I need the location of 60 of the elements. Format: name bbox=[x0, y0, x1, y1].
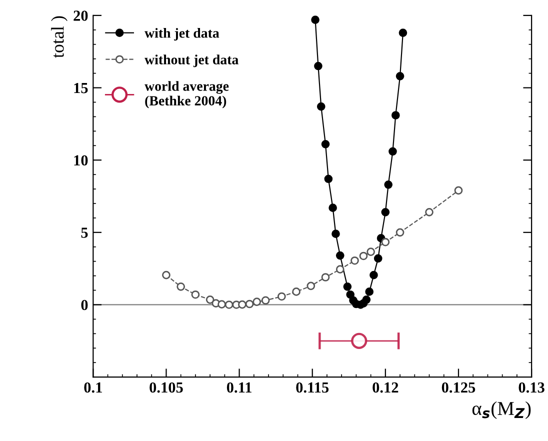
point bbox=[278, 292, 286, 301]
y-tick-label: 15 bbox=[74, 82, 88, 94]
y-tick-label: 10 bbox=[74, 155, 88, 166]
point bbox=[292, 288, 300, 296]
point bbox=[374, 254, 382, 263]
point bbox=[362, 296, 371, 304]
x-tick-label: 0.11 bbox=[226, 382, 252, 393]
y-axis-title: total ) bbox=[51, 16, 68, 58]
point bbox=[191, 290, 200, 299]
point bbox=[321, 273, 330, 282]
point bbox=[316, 102, 326, 111]
point bbox=[454, 186, 463, 195]
point bbox=[311, 16, 320, 24]
y-tick-label: 20 bbox=[74, 10, 88, 21]
y-tick-label: 5 bbox=[81, 228, 88, 238]
point bbox=[366, 248, 375, 256]
point bbox=[252, 298, 261, 306]
point bbox=[238, 300, 246, 309]
point bbox=[350, 256, 359, 265]
point bbox=[206, 296, 214, 304]
x-tick-label: 0.105 bbox=[150, 382, 183, 393]
point bbox=[306, 282, 316, 290]
point bbox=[346, 290, 355, 299]
point bbox=[324, 174, 333, 184]
point bbox=[388, 147, 397, 156]
point bbox=[425, 208, 434, 216]
point bbox=[332, 230, 340, 238]
point bbox=[336, 251, 344, 260]
point bbox=[261, 296, 270, 305]
point bbox=[396, 72, 404, 80]
x-tick-label: 0.13 bbox=[518, 382, 544, 393]
x-axis-title: α$_{s}$(M$_{Z}$) bbox=[472, 401, 531, 419]
y-tick-label: 0 bbox=[81, 300, 88, 310]
point bbox=[245, 300, 254, 308]
point bbox=[336, 265, 344, 274]
point bbox=[396, 228, 404, 237]
legend-label: without jet data bbox=[144, 54, 238, 68]
x-tick-label: 0.115 bbox=[296, 382, 329, 393]
point bbox=[224, 300, 234, 309]
point bbox=[314, 62, 322, 70]
legend-label: world average (Bethke 2004) bbox=[144, 81, 229, 108]
point bbox=[359, 252, 368, 260]
point bbox=[176, 282, 186, 291]
point bbox=[370, 270, 378, 280]
point bbox=[384, 180, 393, 189]
point bbox=[391, 111, 400, 120]
x-tick-label: 0.12 bbox=[372, 382, 398, 393]
point bbox=[321, 140, 330, 148]
point bbox=[381, 208, 390, 216]
point bbox=[365, 288, 374, 296]
point bbox=[398, 28, 408, 37]
point bbox=[162, 270, 170, 280]
point bbox=[381, 238, 390, 246]
x-tick-label: 0.1 bbox=[84, 382, 102, 393]
point bbox=[328, 204, 337, 212]
point bbox=[351, 332, 368, 349]
point bbox=[343, 282, 352, 291]
legend-label: with jet data bbox=[144, 28, 220, 41]
x-tick-label: 0.125 bbox=[442, 382, 476, 393]
point bbox=[218, 300, 226, 308]
